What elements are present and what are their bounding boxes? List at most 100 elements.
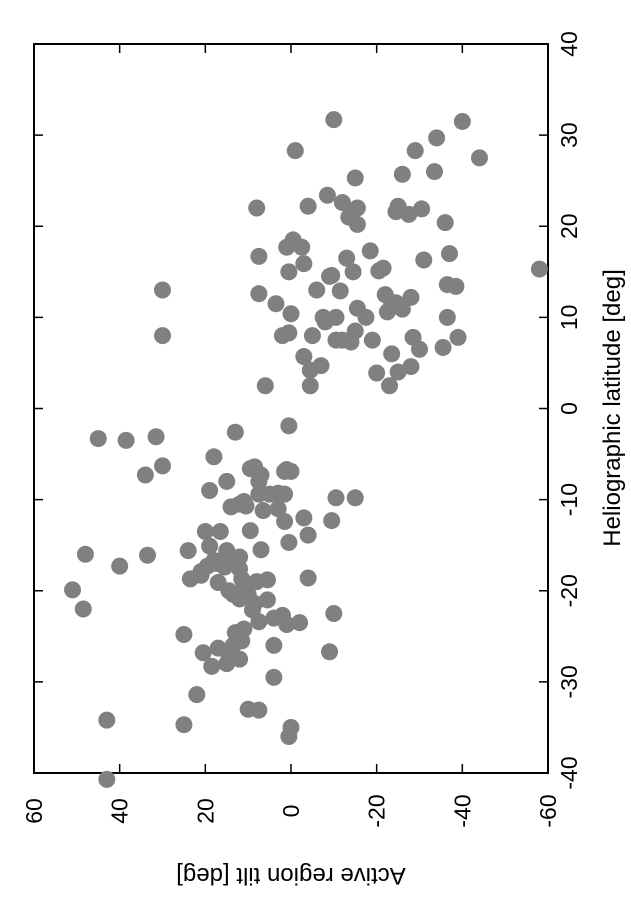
data-point xyxy=(276,512,294,530)
data-point xyxy=(154,457,171,475)
data-point xyxy=(250,285,268,303)
data-point xyxy=(269,500,287,518)
data-point xyxy=(299,197,317,215)
data-point xyxy=(428,129,446,147)
data-point xyxy=(280,263,298,281)
data-point xyxy=(449,328,467,346)
lat-tick-label: 30 xyxy=(556,122,582,148)
data-point xyxy=(224,585,242,603)
data-point xyxy=(98,770,116,788)
data-point xyxy=(258,591,276,609)
data-point xyxy=(201,537,219,555)
data-point xyxy=(363,331,381,349)
data-point xyxy=(188,686,206,704)
data-point xyxy=(76,545,94,563)
tilt-tick-label: -60 xyxy=(535,794,561,827)
data-point xyxy=(154,327,171,345)
data-point xyxy=(273,606,291,624)
lat-tick-label: 0 xyxy=(556,402,582,415)
data-point xyxy=(447,277,465,295)
data-point xyxy=(246,458,264,476)
data-point xyxy=(440,245,458,263)
data-point xyxy=(327,489,345,507)
data-point xyxy=(383,345,401,363)
data-point xyxy=(393,165,411,183)
lat-tick-label: -20 xyxy=(556,574,582,607)
data-point xyxy=(438,308,456,326)
data-point xyxy=(154,281,171,299)
data-point xyxy=(136,466,154,484)
tilt-tick-label: 20 xyxy=(192,798,218,824)
data-point xyxy=(201,482,219,500)
data-point xyxy=(209,574,227,592)
data-point xyxy=(316,313,334,331)
data-point xyxy=(338,249,356,267)
data-point xyxy=(211,523,229,541)
data-point xyxy=(346,489,364,507)
data-point xyxy=(239,700,257,718)
data-point xyxy=(361,242,379,260)
data-point xyxy=(318,186,336,204)
data-point xyxy=(368,364,386,382)
lat-tick-label: -40 xyxy=(556,756,582,789)
data-point xyxy=(295,509,313,527)
data-point xyxy=(333,194,351,212)
tilt-tick-label: 0 xyxy=(278,805,304,818)
data-point xyxy=(530,260,548,278)
data-point xyxy=(301,361,319,379)
tilt-tick-label: -40 xyxy=(449,794,475,827)
data-point xyxy=(280,533,298,551)
data-point xyxy=(139,546,157,564)
data-point xyxy=(321,643,339,661)
data-point xyxy=(216,558,234,576)
data-point xyxy=(218,472,236,490)
data-point xyxy=(179,542,197,560)
data-point xyxy=(402,288,420,306)
data-point xyxy=(231,548,249,566)
data-point xyxy=(436,214,454,232)
data-point xyxy=(301,377,319,395)
lat-tick-label: -30 xyxy=(556,665,582,698)
data-point xyxy=(224,636,242,654)
data-point xyxy=(381,377,399,395)
data-point xyxy=(273,327,291,345)
data-point xyxy=(321,267,339,285)
data-point xyxy=(252,541,270,559)
data-point xyxy=(278,461,296,479)
data-point xyxy=(378,303,396,321)
data-point xyxy=(293,238,311,256)
data-point xyxy=(387,203,405,221)
data-point xyxy=(250,247,268,265)
x-axis-title: Heliographic latitude [deg] xyxy=(599,269,626,547)
data-point xyxy=(74,600,92,618)
data-point xyxy=(205,448,223,466)
data-point xyxy=(117,431,135,449)
data-point xyxy=(278,238,296,256)
tick-marks xyxy=(33,43,549,774)
data-point xyxy=(235,492,253,510)
data-point xyxy=(175,716,193,734)
data-point xyxy=(280,728,298,746)
lat-tick-label: 20 xyxy=(556,213,582,239)
data-point xyxy=(299,569,317,587)
y-axis-title: Active region tilt [deg] xyxy=(176,862,405,889)
lat-tick-label: 10 xyxy=(556,305,582,331)
data-point xyxy=(415,251,433,269)
data-point xyxy=(282,305,300,323)
data-point xyxy=(196,523,214,541)
tilt-tick-label: 40 xyxy=(107,798,133,824)
data-point xyxy=(470,149,488,167)
data-point xyxy=(295,255,313,273)
data-point xyxy=(400,205,418,223)
tilt-tick-label: 60 xyxy=(21,798,47,824)
data-point xyxy=(348,299,366,317)
data-point xyxy=(325,111,343,129)
data-point xyxy=(226,423,244,441)
data-point xyxy=(411,340,428,358)
data-point xyxy=(243,601,261,619)
data-point xyxy=(348,215,366,233)
data-point xyxy=(241,522,259,540)
data-point xyxy=(425,163,443,181)
lat-tick-label: -10 xyxy=(556,483,582,516)
